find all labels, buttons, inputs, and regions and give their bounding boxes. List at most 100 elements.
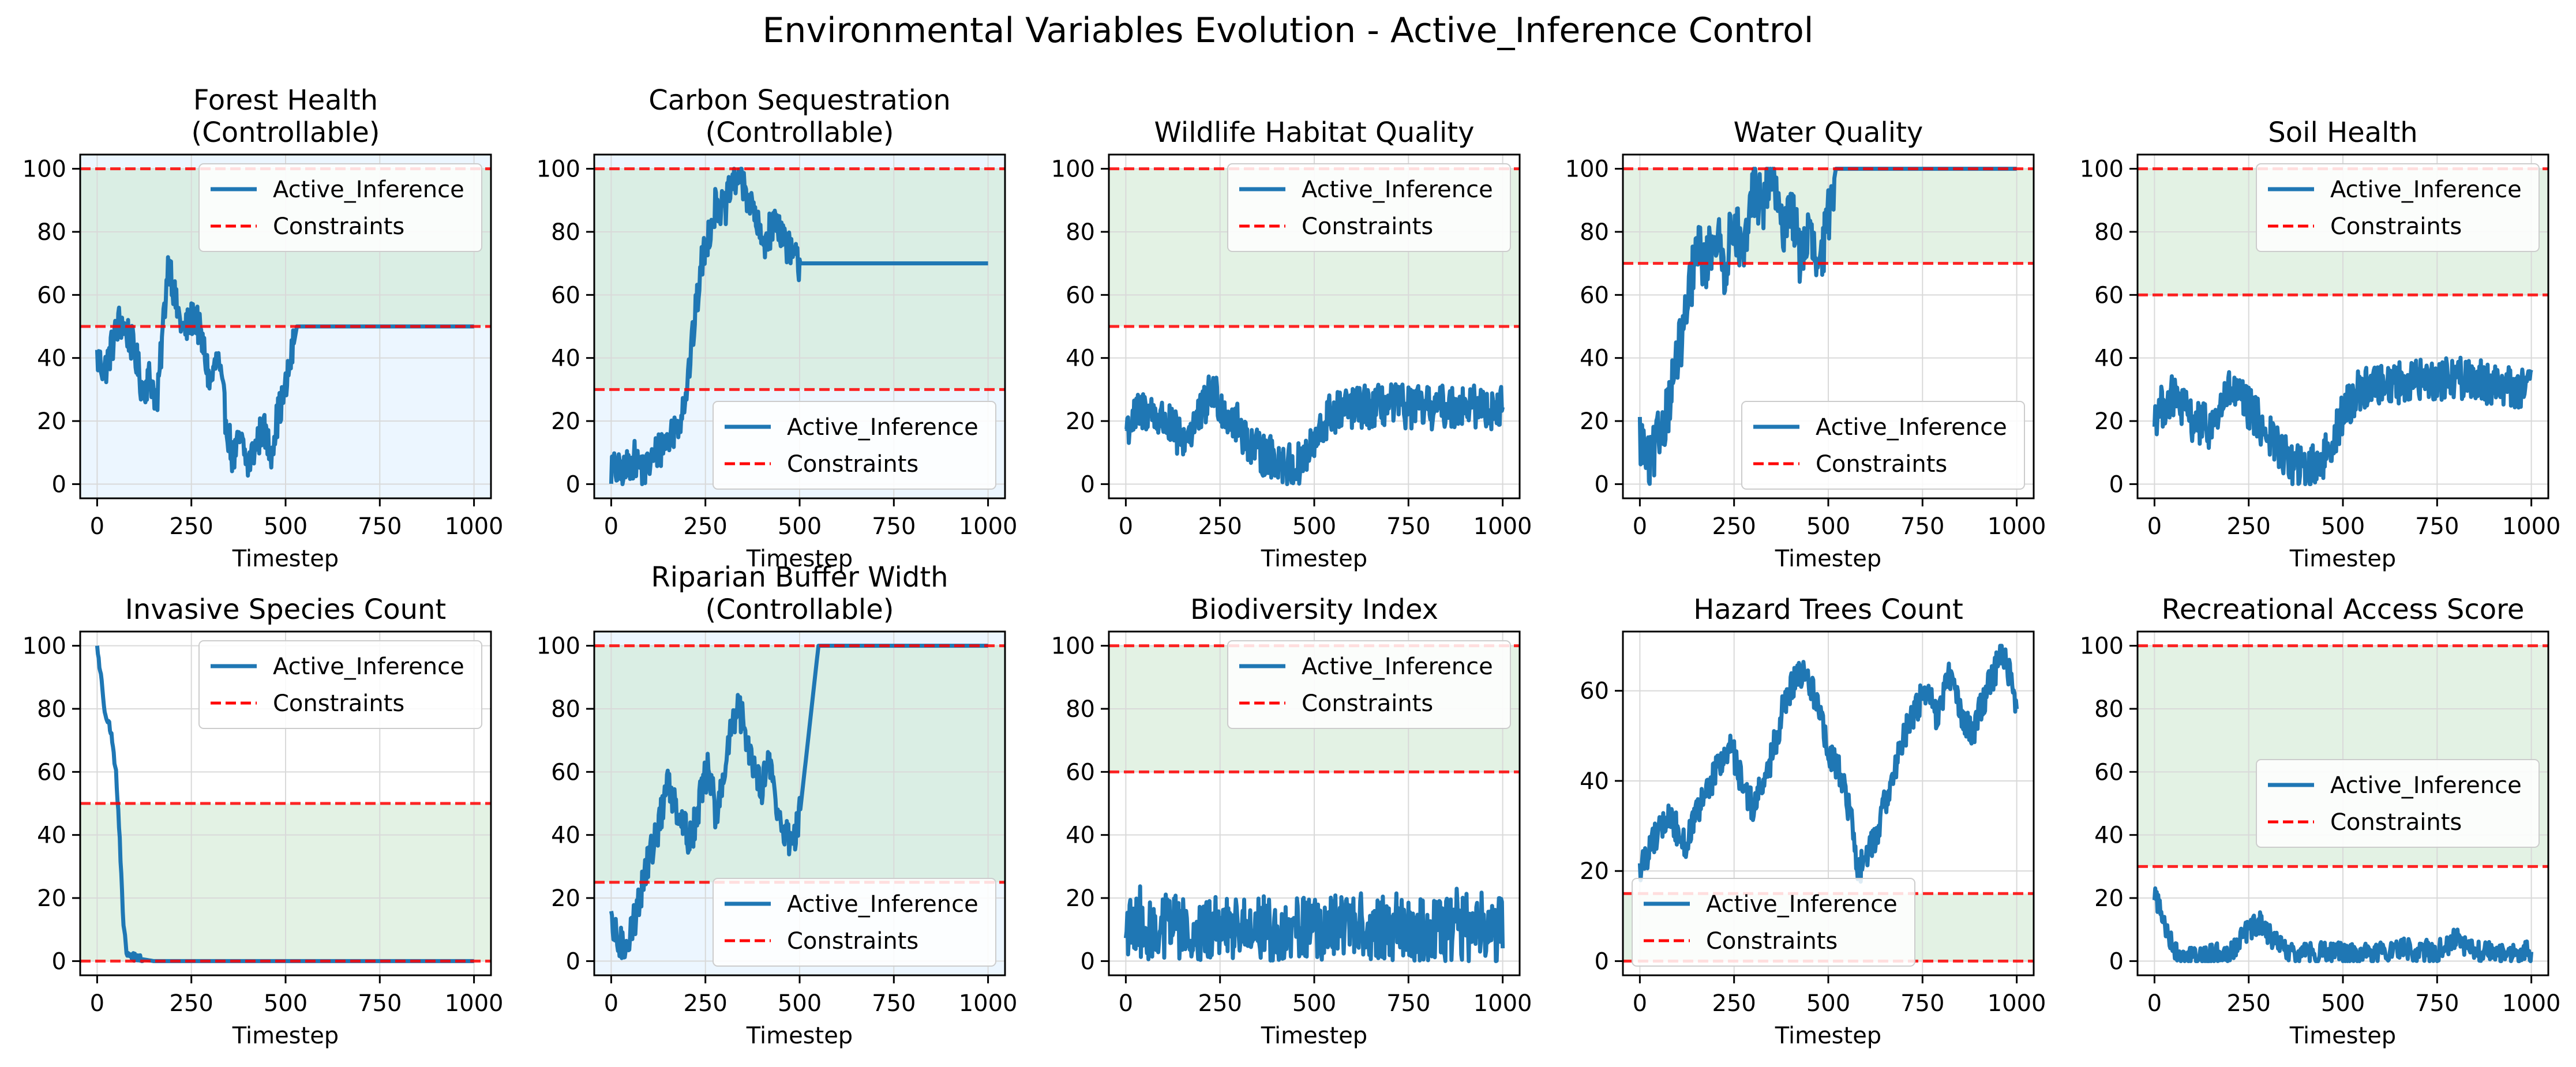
y-tick-label: 60 [551,759,580,786]
y-tick-label: 20 [2094,885,2124,912]
subplot-title: Water Quality [1734,117,1923,149]
x-tick-label: 1000 [1988,990,2046,1017]
legend-label: Active_Inference [2330,176,2522,203]
x-tick-label: 250 [1712,990,1756,1017]
y-tick-label: 20 [37,885,66,912]
legend-label: Constraints [273,690,404,717]
y-tick-label: 0 [2109,948,2124,975]
legend-label: Active_Inference [2330,772,2522,799]
legend-box [1227,640,1511,729]
legend-label: Constraints [2330,809,2462,836]
subplot-title: Recreational Access Score [2162,593,2525,626]
y-tick-label: 0 [1595,948,1609,975]
legend: Active_Inference Constraints [2256,163,2540,252]
x-tick-label: 0 [1119,513,1133,540]
x-tick-label: 250 [170,990,213,1017]
legend-label: Constraints [787,928,918,955]
x-tick-label: 0 [1633,990,1647,1017]
x-tick-label: 750 [1386,513,1430,540]
subplot-6: 0 250 500 750 1000 0 20 40 60 80 100 Timestep Invasi… [23,593,504,1049]
series-line-active-inference [609,167,989,486]
legend: Active_Inference Constraints [713,401,996,490]
x-tick-label: 0 [1633,513,1647,540]
subplot-title: Forest Health [193,84,378,117]
y-tick-label: 60 [37,759,66,786]
y-tick-label: 100 [2080,633,2124,660]
legend: Active_Inference Constraints [198,163,482,252]
x-tick-label: 500 [1806,513,1850,540]
x-tick-label: 750 [2415,513,2459,540]
x-tick-label: 0 [1119,990,1133,1017]
x-tick-label: 500 [1292,513,1336,540]
y-tick-label: 80 [1066,219,1095,246]
legend-label: Constraints [787,451,918,478]
y-tick-label: 60 [1066,282,1095,309]
x-tick-label: 1000 [959,990,1018,1017]
series-line-active-inference [2152,886,2534,963]
x-tick-label: 0 [2147,990,2162,1017]
subplot-title: Hazard Trees Count [1693,593,1963,626]
subplot-10: 0 250 500 750 1000 0 20 40 60 80 100 Timestep Recrea… [2080,593,2561,1049]
x-tick-label: 750 [872,513,916,540]
x-axis-label: Timestep [1775,1023,1881,1049]
y-tick-label: 80 [1580,219,1609,246]
subplot-title: Invasive Species Count [125,593,446,626]
y-tick-label: 60 [2094,282,2124,309]
x-tick-label: 750 [1900,990,1944,1017]
subplot-title: Wildlife Habitat Quality [1154,117,1474,149]
x-tick-label: 1000 [2502,513,2561,540]
x-tick-label: 1000 [1473,513,1532,540]
legend: Active_Inference Constraints [1632,878,1915,967]
x-tick-label: 750 [2415,990,2459,1017]
subplot-3: 0 250 500 750 1000 0 20 40 60 80 100 Timestep Wildli… [1051,117,1532,572]
x-tick-label: 1000 [445,990,504,1017]
subplot-title: Soil Health [2268,117,2417,149]
legend-label: Active_Inference [1302,176,1493,203]
subplot-title: (Controllable) [191,117,380,149]
legend-label: Constraints [2330,213,2462,240]
y-tick-label: 20 [1580,408,1609,435]
y-tick-label: 0 [1595,471,1609,498]
x-axis-label: Timestep [1261,1023,1367,1049]
x-tick-label: 750 [1386,990,1430,1017]
subplot-2: 0 250 500 750 1000 0 20 40 60 80 100 Timestep Carbon… [537,84,1018,572]
x-tick-label: 500 [264,513,308,540]
x-tick-label: 1000 [445,513,504,540]
legend-label: Active_Inference [1302,653,1493,680]
y-tick-label: 0 [1081,471,1095,498]
x-tick-label: 500 [778,513,822,540]
y-tick-label: 100 [1051,633,1095,660]
x-tick-label: 0 [2147,513,2162,540]
figure-title: Environmental Variables Evolution - Acti… [762,10,1814,51]
x-tick-label: 250 [1198,513,1242,540]
legend: Active_Inference Constraints [1227,163,1511,252]
x-axis-label: Timestep [746,546,853,572]
legend-label: Active_Inference [1816,414,2007,441]
y-tick-label: 20 [2094,408,2124,435]
x-tick-label: 500 [264,990,308,1017]
x-tick-label: 250 [684,513,728,540]
legend-box [1632,878,1915,967]
x-tick-label: 750 [872,990,916,1017]
y-tick-label: 40 [37,345,66,372]
legend-label: Constraints [1816,451,1947,478]
y-tick-label: 0 [566,471,580,498]
x-tick-label: 750 [358,990,402,1017]
series-line-active-inference [1637,644,2019,884]
y-tick-label: 100 [537,633,580,660]
y-tick-label: 40 [1066,822,1095,849]
y-tick-label: 40 [1580,768,1609,795]
y-tick-label: 100 [537,156,580,183]
x-tick-label: 500 [1806,990,1850,1017]
y-tick-label: 80 [551,696,580,723]
x-tick-label: 1000 [2502,990,2561,1017]
subplot-title: (Controllable) [705,117,894,149]
y-tick-label: 20 [551,408,580,435]
x-tick-label: 1000 [959,513,1018,540]
subplot-title: Riparian Buffer Width [651,561,948,593]
y-tick-label: 60 [551,282,580,309]
y-tick-label: 40 [1580,345,1609,372]
x-tick-label: 750 [358,513,402,540]
x-tick-label: 500 [1292,990,1336,1017]
